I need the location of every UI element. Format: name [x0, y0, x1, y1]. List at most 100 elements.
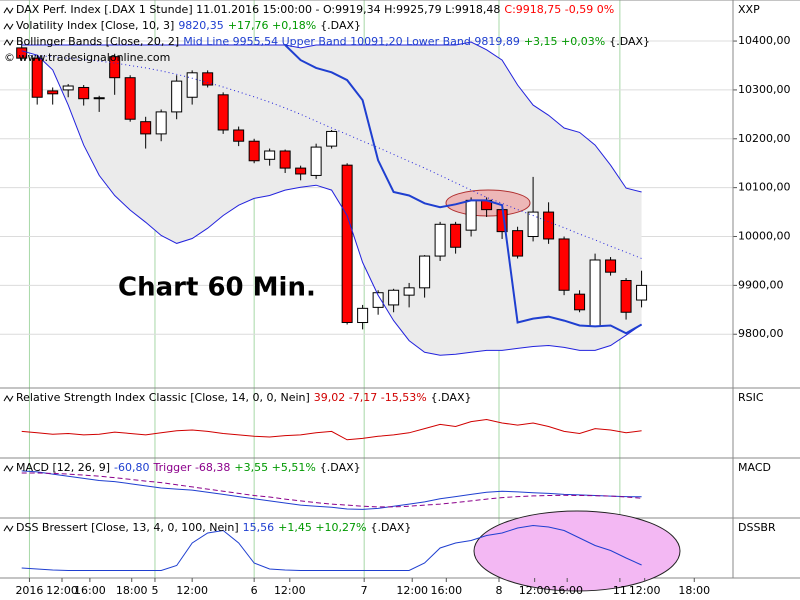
candle-body [16, 47, 28, 59]
header-icon [3, 395, 14, 402]
series-line [21, 418, 642, 441]
candle-body [124, 77, 136, 120]
header-text: DAX Perf. Index [.DAX 1 Stunde] 11.01.20… [16, 3, 614, 16]
watermark: © www.tradesignalonline.com [4, 51, 170, 64]
header-icon [3, 525, 14, 532]
header-segment: +1,45 +10,27% [278, 521, 366, 534]
series-line [21, 470, 642, 510]
x-tick-label: 16:00 [74, 584, 106, 597]
y-tick-label: 10300,00 [738, 83, 791, 96]
x-tick-label: 6 [251, 584, 258, 597]
series-line [21, 524, 642, 571]
x-tick-label: 16:00 [551, 584, 583, 597]
series-line [284, 44, 643, 335]
annotation: Chart 60 Min. [118, 273, 316, 303]
candle-body [78, 86, 90, 100]
candle-body [140, 121, 152, 135]
header-segment: -60,80 [114, 461, 149, 474]
candle-body [217, 94, 229, 131]
candle-body [279, 150, 291, 169]
series-line [21, 41, 642, 193]
header-segment: {.DAX} [371, 521, 412, 534]
header-text: MACD [12, 26, 9] -60,80 Trigger -68,38 +3,5… [16, 461, 361, 474]
highlight-ellipse [473, 510, 681, 592]
candle-body [465, 199, 477, 231]
x-tick-label: 5 [151, 584, 158, 597]
band-area [21, 42, 642, 356]
x-tick-label: 12:00 [519, 584, 551, 597]
candle-body [202, 72, 214, 86]
candle-body [93, 97, 105, 100]
header-segment: +17,76 +0,18% [228, 19, 316, 32]
header-segment: DSS Bressert [Close, 13, 4, 0, 100, Nein… [16, 521, 239, 534]
candle-body [388, 289, 400, 306]
panel-label: RSIC [738, 391, 764, 404]
series-line [21, 50, 642, 356]
header-text: Bollinger Bands [Close, 20, 2] Mid Line 9… [16, 35, 650, 48]
candle-body [233, 129, 245, 142]
candle-body [574, 293, 586, 311]
candle-body [295, 167, 307, 175]
candle-body [341, 164, 353, 324]
header-segment: C:9918,75 -0,59 0% [504, 3, 614, 16]
panel-label: XXP [738, 3, 760, 16]
x-tick-label: 2016 [15, 584, 43, 597]
candle-body [264, 150, 276, 160]
panel-label: MACD [738, 461, 771, 474]
candle-body [450, 223, 462, 248]
y-tick-label: 9800,00 [738, 327, 784, 340]
candle-body [372, 292, 384, 308]
candle-body [434, 223, 446, 257]
y-tick-label: 10400,00 [738, 34, 791, 47]
candle-body [109, 56, 121, 79]
candle-body [620, 279, 632, 313]
series-line [21, 54, 642, 259]
header-segment: {.DAX} [320, 461, 361, 474]
header-segment: +3,15 +0,03% [524, 35, 605, 48]
panel-label: DSSBR [738, 521, 776, 534]
candle-body [310, 146, 322, 176]
header-segment: Relative Strength Index Classic [Close, … [16, 391, 310, 404]
candle-body [605, 259, 617, 273]
candle-body [357, 307, 369, 324]
header-segment: Volatility Index [Close, 10, 3] [16, 19, 174, 32]
candle-body [403, 287, 415, 296]
candle-body [589, 259, 601, 327]
candle-body [558, 238, 570, 291]
y-tick-label: 10000,00 [738, 230, 791, 243]
candle-body [527, 211, 539, 238]
header-segment: {.DAX} [609, 35, 650, 48]
x-tick-label: 12:00 [629, 584, 661, 597]
x-tick-label: 18:00 [116, 584, 148, 597]
header-text: Volatility Index [Close, 10, 3] 9820,35 +1… [16, 19, 361, 32]
header-text: DSS Bressert [Close, 13, 4, 0, 100, Nein… [16, 521, 411, 534]
header-segment: 9820,35 [178, 19, 224, 32]
candle-body [543, 211, 555, 240]
header-segment: Trigger -68,38 [153, 461, 231, 474]
x-tick-label: 12:00 [274, 584, 306, 597]
x-tick-label: 12:00 [46, 584, 78, 597]
candle-body [419, 255, 431, 289]
x-tick-label: 16:00 [430, 584, 462, 597]
header-segment: MACD [12, 26, 9] [16, 461, 110, 474]
x-tick-label: 8 [495, 584, 502, 597]
header-icon [3, 39, 14, 46]
candle-body [155, 111, 167, 135]
y-tick-label: 10200,00 [738, 132, 791, 145]
header-segment: +3,55 +5,51% [234, 461, 315, 474]
y-tick-label: 10100,00 [738, 181, 791, 194]
header-segment: {.DAX} [431, 391, 472, 404]
header-icon [3, 7, 14, 14]
header-icon [3, 23, 14, 30]
candle-body [47, 90, 59, 95]
x-tick-label: 18:00 [678, 584, 710, 597]
header-text: Relative Strength Index Classic [Close, … [16, 391, 472, 404]
header-icon [3, 465, 14, 472]
header-segment: Bollinger Bands [Close, 20, 2] [16, 35, 179, 48]
x-tick-label: 12:00 [176, 584, 208, 597]
y-tick-label: 9900,00 [738, 278, 784, 291]
x-tick-label: 11 [613, 584, 627, 597]
header-segment: DAX Perf. Index [.DAX 1 Stunde] 11.01.20… [16, 3, 500, 16]
